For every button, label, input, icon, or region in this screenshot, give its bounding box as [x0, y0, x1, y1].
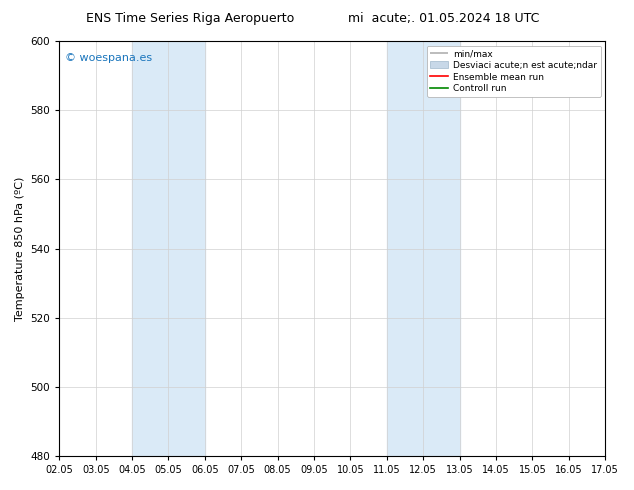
Y-axis label: Temperature 850 hPa (ºC): Temperature 850 hPa (ºC) [15, 176, 25, 320]
Bar [387, 41, 460, 456]
Bar [132, 41, 205, 456]
Text: mi  acute;. 01.05.2024 18 UTC: mi acute;. 01.05.2024 18 UTC [348, 12, 540, 25]
Legend: min/max, Desviaci acute;n est acute;ndar, Ensemble mean run, Controll run: min/max, Desviaci acute;n est acute;ndar… [427, 46, 600, 97]
Text: ENS Time Series Riga Aeropuerto: ENS Time Series Riga Aeropuerto [86, 12, 294, 25]
Text: © woespana.es: © woespana.es [65, 53, 152, 64]
